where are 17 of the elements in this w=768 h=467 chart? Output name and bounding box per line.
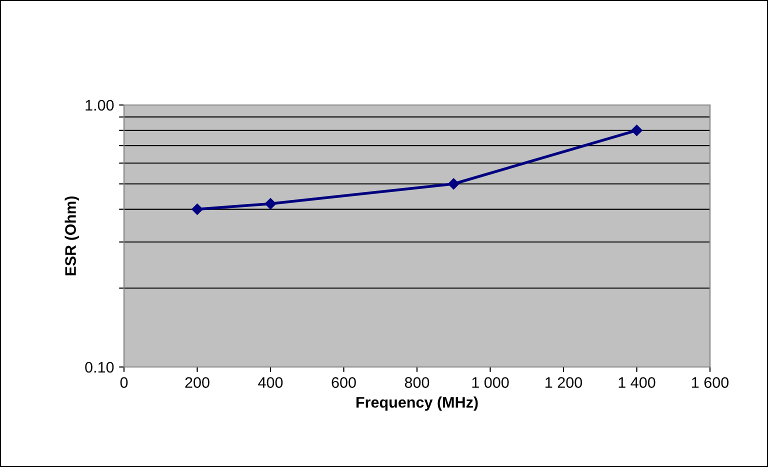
y-tick-label: 0.10 bbox=[85, 362, 114, 373]
point bbox=[448, 178, 460, 190]
x-tick-label: 800 bbox=[404, 377, 430, 388]
y-axis-title: ESR (Ohm) bbox=[64, 196, 79, 276]
point bbox=[264, 198, 276, 210]
x-tick-label: 1 600 bbox=[692, 377, 729, 388]
point bbox=[192, 204, 203, 215]
x-tick-label: 200 bbox=[185, 377, 210, 388]
x-axis-title: Frequency (MHz) bbox=[356, 396, 478, 411]
y-tick-label: 1.00 bbox=[86, 100, 114, 111]
x-tick-label: 1 400 bbox=[618, 377, 656, 388]
x-tick-label: 1 200 bbox=[546, 377, 582, 388]
x-tick-label: 1 000 bbox=[472, 377, 509, 388]
x-tick-label: 0 bbox=[120, 377, 128, 388]
point bbox=[631, 124, 642, 136]
x-tick-label: 400 bbox=[258, 377, 283, 388]
x-tick-label: 600 bbox=[332, 377, 356, 388]
